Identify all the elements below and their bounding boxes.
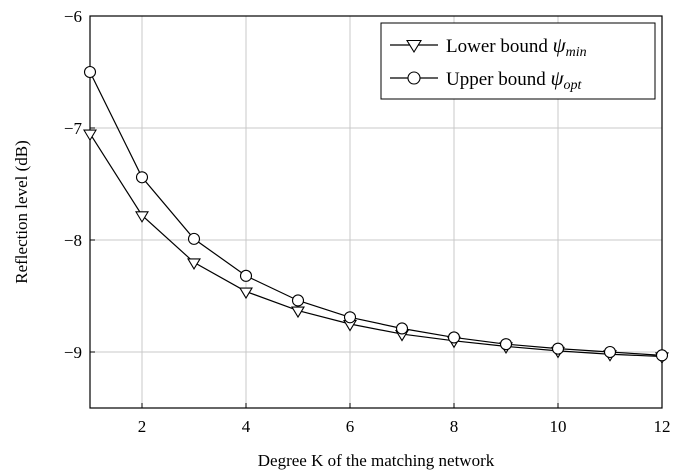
data-point-min bbox=[239, 287, 253, 300]
data-point-opt bbox=[499, 338, 513, 351]
data-point-opt bbox=[239, 269, 253, 282]
series-group bbox=[83, 65, 669, 365]
data-point-opt bbox=[447, 331, 461, 344]
legend-box bbox=[380, 22, 656, 100]
legend-circle-marker bbox=[407, 71, 421, 85]
data-point-opt bbox=[135, 171, 149, 184]
legend-subscript-upper: opt bbox=[564, 78, 583, 93]
series-line-min bbox=[89, 133, 663, 358]
x-tick-label: 12 bbox=[654, 417, 671, 436]
data-point-opt bbox=[603, 345, 617, 359]
data-point-opt bbox=[395, 322, 409, 335]
data-point-min bbox=[135, 211, 149, 223]
axis-ticks: 2 4 6 8 10 12 −6 −7 −8 −9 bbox=[64, 7, 671, 436]
data-point-opt bbox=[343, 311, 357, 324]
legend-label-upper: Upper bound ψopt bbox=[446, 66, 583, 93]
y-tick-label: −6 bbox=[64, 7, 82, 26]
x-tick-label: 4 bbox=[242, 417, 251, 436]
data-point-opt bbox=[551, 342, 565, 355]
data-point-min bbox=[83, 129, 97, 142]
data-point-opt bbox=[291, 294, 305, 307]
legend-label-lower: Lower bound ψmin bbox=[446, 33, 587, 60]
legend-name-lower: Lower bound bbox=[446, 36, 548, 57]
y-tick-label: −7 bbox=[64, 119, 83, 138]
data-point-opt bbox=[83, 65, 97, 79]
data-point-opt bbox=[187, 232, 201, 245]
legend-symbol-lower: ψ bbox=[553, 33, 567, 57]
y-axis-label: Reflection level (dB) bbox=[12, 140, 31, 284]
x-tick-label: 8 bbox=[450, 417, 459, 436]
data-point-opt bbox=[655, 349, 669, 362]
x-tick-label: 6 bbox=[346, 417, 355, 436]
y-tick-label: −8 bbox=[64, 231, 82, 250]
data-point-min bbox=[187, 258, 201, 270]
data-point-min bbox=[291, 306, 305, 319]
y-tick-label: −9 bbox=[64, 343, 82, 362]
legend-triangle-marker bbox=[406, 39, 422, 54]
series-line-opt bbox=[89, 71, 663, 356]
plot-frame bbox=[89, 15, 663, 409]
x-axis-label: Degree K of the matching network bbox=[258, 451, 495, 470]
legend-subscript-lower: min bbox=[566, 45, 587, 60]
legend: Lower bound ψmin Upper bound ψopt bbox=[380, 22, 656, 100]
legend-name-upper: Upper bound bbox=[446, 69, 546, 90]
x-tick-label: 2 bbox=[138, 417, 147, 436]
x-tick-label: 10 bbox=[550, 417, 567, 436]
legend-symbol-upper: ψ bbox=[550, 66, 564, 90]
